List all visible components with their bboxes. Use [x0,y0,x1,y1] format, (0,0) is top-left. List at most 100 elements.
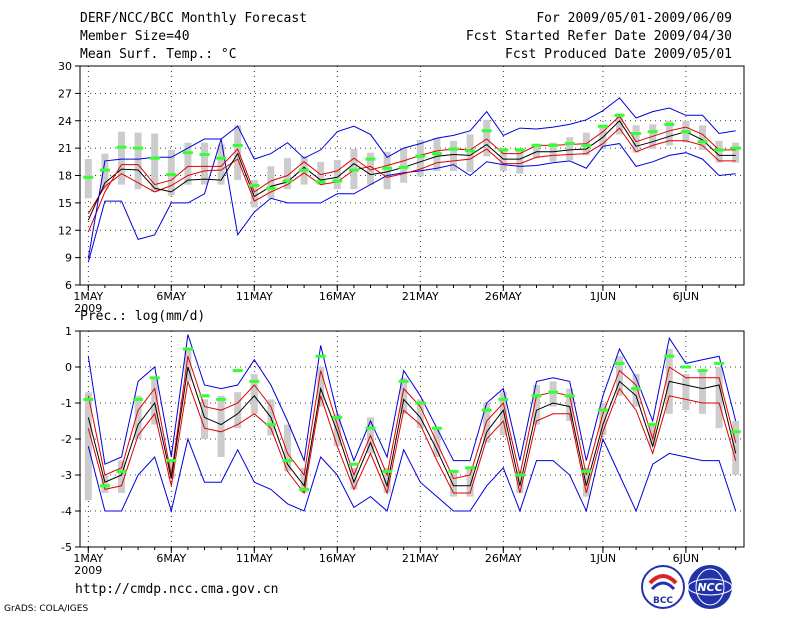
ensemble-box [632,374,640,407]
y-tick-label: 18 [58,170,72,183]
ensemble-box [616,356,623,396]
y-tick-label: -3 [61,469,72,482]
plot-frame [79,330,745,548]
ensemble-box [151,377,159,425]
variable-label: Mean Surf. Temp.: °C [80,47,237,62]
obs-marker [199,153,210,157]
ensemble-box [466,134,474,172]
series-min-line [87,437,737,513]
x-tick-label: 21MAY [402,552,439,565]
obs-marker [664,122,675,126]
ensemble-box [665,120,673,146]
year-label: 2009 [74,302,102,315]
obs-marker [315,180,326,184]
obs-marker [730,430,741,434]
obs-marker [282,179,293,183]
y-tick-label: 9 [65,252,72,265]
ensemble-box [151,133,159,192]
ensemble-box [383,467,391,493]
series-min-line [87,97,736,259]
series-median-line [87,120,736,221]
obs-marker [614,113,625,117]
obs-marker [232,143,243,147]
ensemble-box [250,374,258,414]
ensemble-box [300,467,308,493]
obs-marker [514,473,525,477]
obs-marker [199,394,210,398]
obs-marker [647,423,658,427]
ensemble-box [732,421,740,475]
obs-marker [498,397,509,401]
ensemble-box [533,385,540,425]
ensemble-box [317,367,325,407]
obs-marker [249,184,260,188]
obs-marker [614,361,625,365]
obs-marker [332,415,343,419]
ensemble-box [267,166,275,199]
ensemble-box [599,403,607,436]
source-url[interactable]: http://cmdp.ncc.cma.gov.cn [75,582,279,597]
ensemble-box [483,403,491,443]
logos: BCC NCC [641,565,733,609]
y-tick-label: -1 [61,397,72,410]
obs-marker [348,168,359,172]
obs-marker [531,394,542,398]
obs-marker [647,130,658,134]
series-median-line [87,366,737,488]
ensemble-box [699,125,706,150]
ensemble-box [333,413,341,447]
member-size: Member Size=40 [80,29,190,44]
ensemble-box [134,395,142,439]
ensemble-box [118,131,125,185]
obs-marker [581,143,592,147]
obs-marker [216,156,227,160]
y-tick-label: 27 [58,87,72,100]
obs-marker [431,152,442,156]
x-tick-label: 21MAY [402,290,439,303]
obs-marker [448,469,459,473]
ensemble-box [234,392,242,429]
ensemble-box [416,399,424,429]
precip-title: Prec.: log(mm/d) [80,309,206,324]
obs-marker [531,143,542,147]
obs-marker [631,132,642,136]
bcc-logo-icon: BCC [641,565,685,609]
ensemble-box [217,144,225,185]
ensemble-box [533,143,540,159]
x-tick-label: 6JUN [673,290,700,303]
y-tick-label: 12 [58,224,72,237]
x-tick-label: 26MAY [485,552,522,565]
obs-marker [581,469,592,473]
ensemble-box [582,467,590,497]
obs-marker [481,129,492,133]
obs-marker [232,369,243,373]
ensemble-box [350,467,358,490]
start-date: Fcst Started Refer Date 2009/04/30 [465,29,732,44]
obs-marker [249,379,260,383]
obs-marker [697,369,708,373]
obs-marker [99,168,110,172]
obs-marker [99,484,110,488]
grads-credit: GrADS: COLA/IGES [4,604,89,614]
obs-marker [166,173,177,177]
obs-marker [182,151,193,155]
ensemble-box [400,377,408,414]
ensemble-box [566,388,574,421]
obs-marker [282,459,293,463]
series-max-line [87,334,737,465]
ensemble-box [118,460,125,493]
temperature-panel: 6 9 12 15 18 21 24 27 30 1MAY 6MAY 11MAY 16MAY 21MAY 2… [58,60,745,315]
ensemble-box [101,475,109,493]
obs-marker [265,423,276,427]
ensemble-box [450,140,457,171]
obs-marker [149,376,160,380]
ensemble-box [167,149,175,196]
obs-marker [398,165,409,169]
ensemble-box [400,148,408,183]
ensemble-box [250,180,258,208]
obs-marker [564,142,575,146]
ensemble-box [466,467,474,497]
obs-marker [664,354,675,358]
ensemble-box [284,158,291,190]
